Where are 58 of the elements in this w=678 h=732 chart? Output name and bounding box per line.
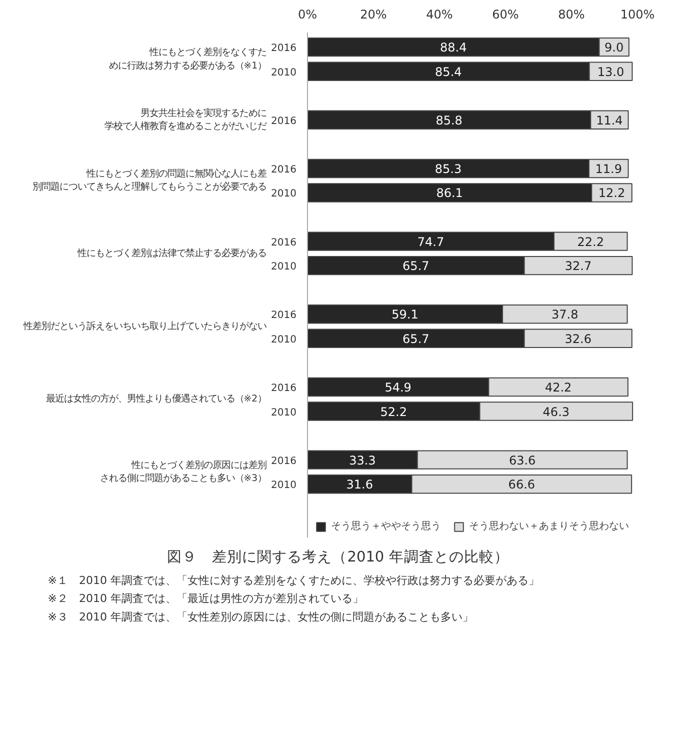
data-label: 37.8 — [552, 308, 578, 322]
data-label: 32.7 — [564, 259, 592, 274]
data-label: 59.1 — [392, 308, 418, 322]
data-label: 54.9 — [384, 380, 412, 394]
y-tick-label: 2016 — [271, 310, 297, 322]
text: 最近は女性の方が、男性よりも優遇されている（※2） — [46, 394, 267, 405]
y-tick-label: 2016 — [271, 43, 297, 54]
text: ※３ 2010 年調査では、「女性差別の原因には、女性の側に問題があることも多い」 — [48, 610, 474, 624]
y-tick-label: 2016 — [271, 382, 297, 394]
data-label: 88.4 — [440, 40, 467, 55]
y-tick-label: 2010 — [271, 334, 297, 346]
data-label: 74.7 — [417, 234, 444, 249]
text: 性差別だという訴えをいちいち取り上げていたらきりがない — [22, 320, 266, 332]
y-tick-label: 2010 — [271, 480, 297, 492]
data-label: 86.1 — [436, 186, 463, 200]
data-label: 13.0 — [597, 64, 624, 79]
text: 性にもとづく差別は法律で禁止する必要がある — [76, 248, 266, 259]
text: 図９ 差別に関する考え（2010 年調査との比較） — [167, 548, 509, 566]
data-label: 33.3 — [349, 453, 376, 468]
y-tick-label: 2016 — [271, 116, 297, 127]
x-tick-label: 80% — [558, 8, 585, 22]
y-tick-label: 2016 — [271, 456, 297, 467]
text: 性にもとづく差別をなくすために行政は努力する必要がある（※1） — [108, 47, 267, 72]
data-label: 11.4 — [596, 113, 623, 128]
data-label: 42.2 — [544, 380, 572, 394]
data-label: 52.2 — [380, 404, 407, 419]
data-label: 12.2 — [598, 186, 626, 200]
text: 性にもとづく差別の原因には差別される側に問題があることも多い（※3） — [100, 460, 267, 484]
data-label: 85.4 — [435, 64, 462, 79]
data-label: 65.7 — [402, 332, 430, 346]
text: 性にもとづく差別の問題に無関心な人にも差別問題についてきちんと理解してもらうことが必要である — [32, 168, 266, 193]
data-label: 32.6 — [564, 332, 592, 346]
x-tick-label: 40% — [426, 8, 453, 22]
y-tick-label: 2010 — [271, 262, 297, 273]
data-label: 65.7 — [402, 259, 430, 274]
data-label: 66.6 — [508, 478, 536, 492]
x-tick-label: 0% — [298, 8, 318, 22]
text: ※１ 2010 年調査では、「女性に対する差別をなくすために、学校や行政は努力する必要がある」 — [48, 574, 540, 587]
data-label: 85.3 — [434, 162, 462, 176]
legend-label: そう思う＋ややそう思う — [331, 520, 441, 533]
x-tick-label: 60% — [492, 8, 519, 22]
data-label: 11.9 — [595, 162, 622, 176]
y-tick-label: 2010 — [271, 67, 297, 78]
data-label: 63.6 — [508, 453, 536, 468]
x-tick-label: 100% — [620, 8, 655, 22]
data-label: 22.2 — [577, 234, 604, 249]
data-label: 46.3 — [542, 404, 570, 419]
y-tick-label: 2016 — [271, 237, 297, 248]
legend-label: そう思わない＋あまりそう思わない — [469, 520, 629, 533]
y-tick-label: 2010 — [271, 407, 297, 418]
data-label: 85.8 — [436, 113, 462, 128]
data-label: 9.0 — [604, 40, 624, 55]
text: ※２ 2010 年調査では、「最近は男性の方が差別されている」 — [48, 592, 364, 606]
text: 男女共生社会を実現するために学校で人権教育を進めることがだいじだ — [104, 108, 266, 132]
y-tick-label: 2010 — [271, 188, 297, 200]
y-tick-label: 2016 — [271, 164, 297, 176]
x-tick-label: 20% — [360, 8, 387, 22]
data-label: 31.6 — [346, 478, 373, 492]
